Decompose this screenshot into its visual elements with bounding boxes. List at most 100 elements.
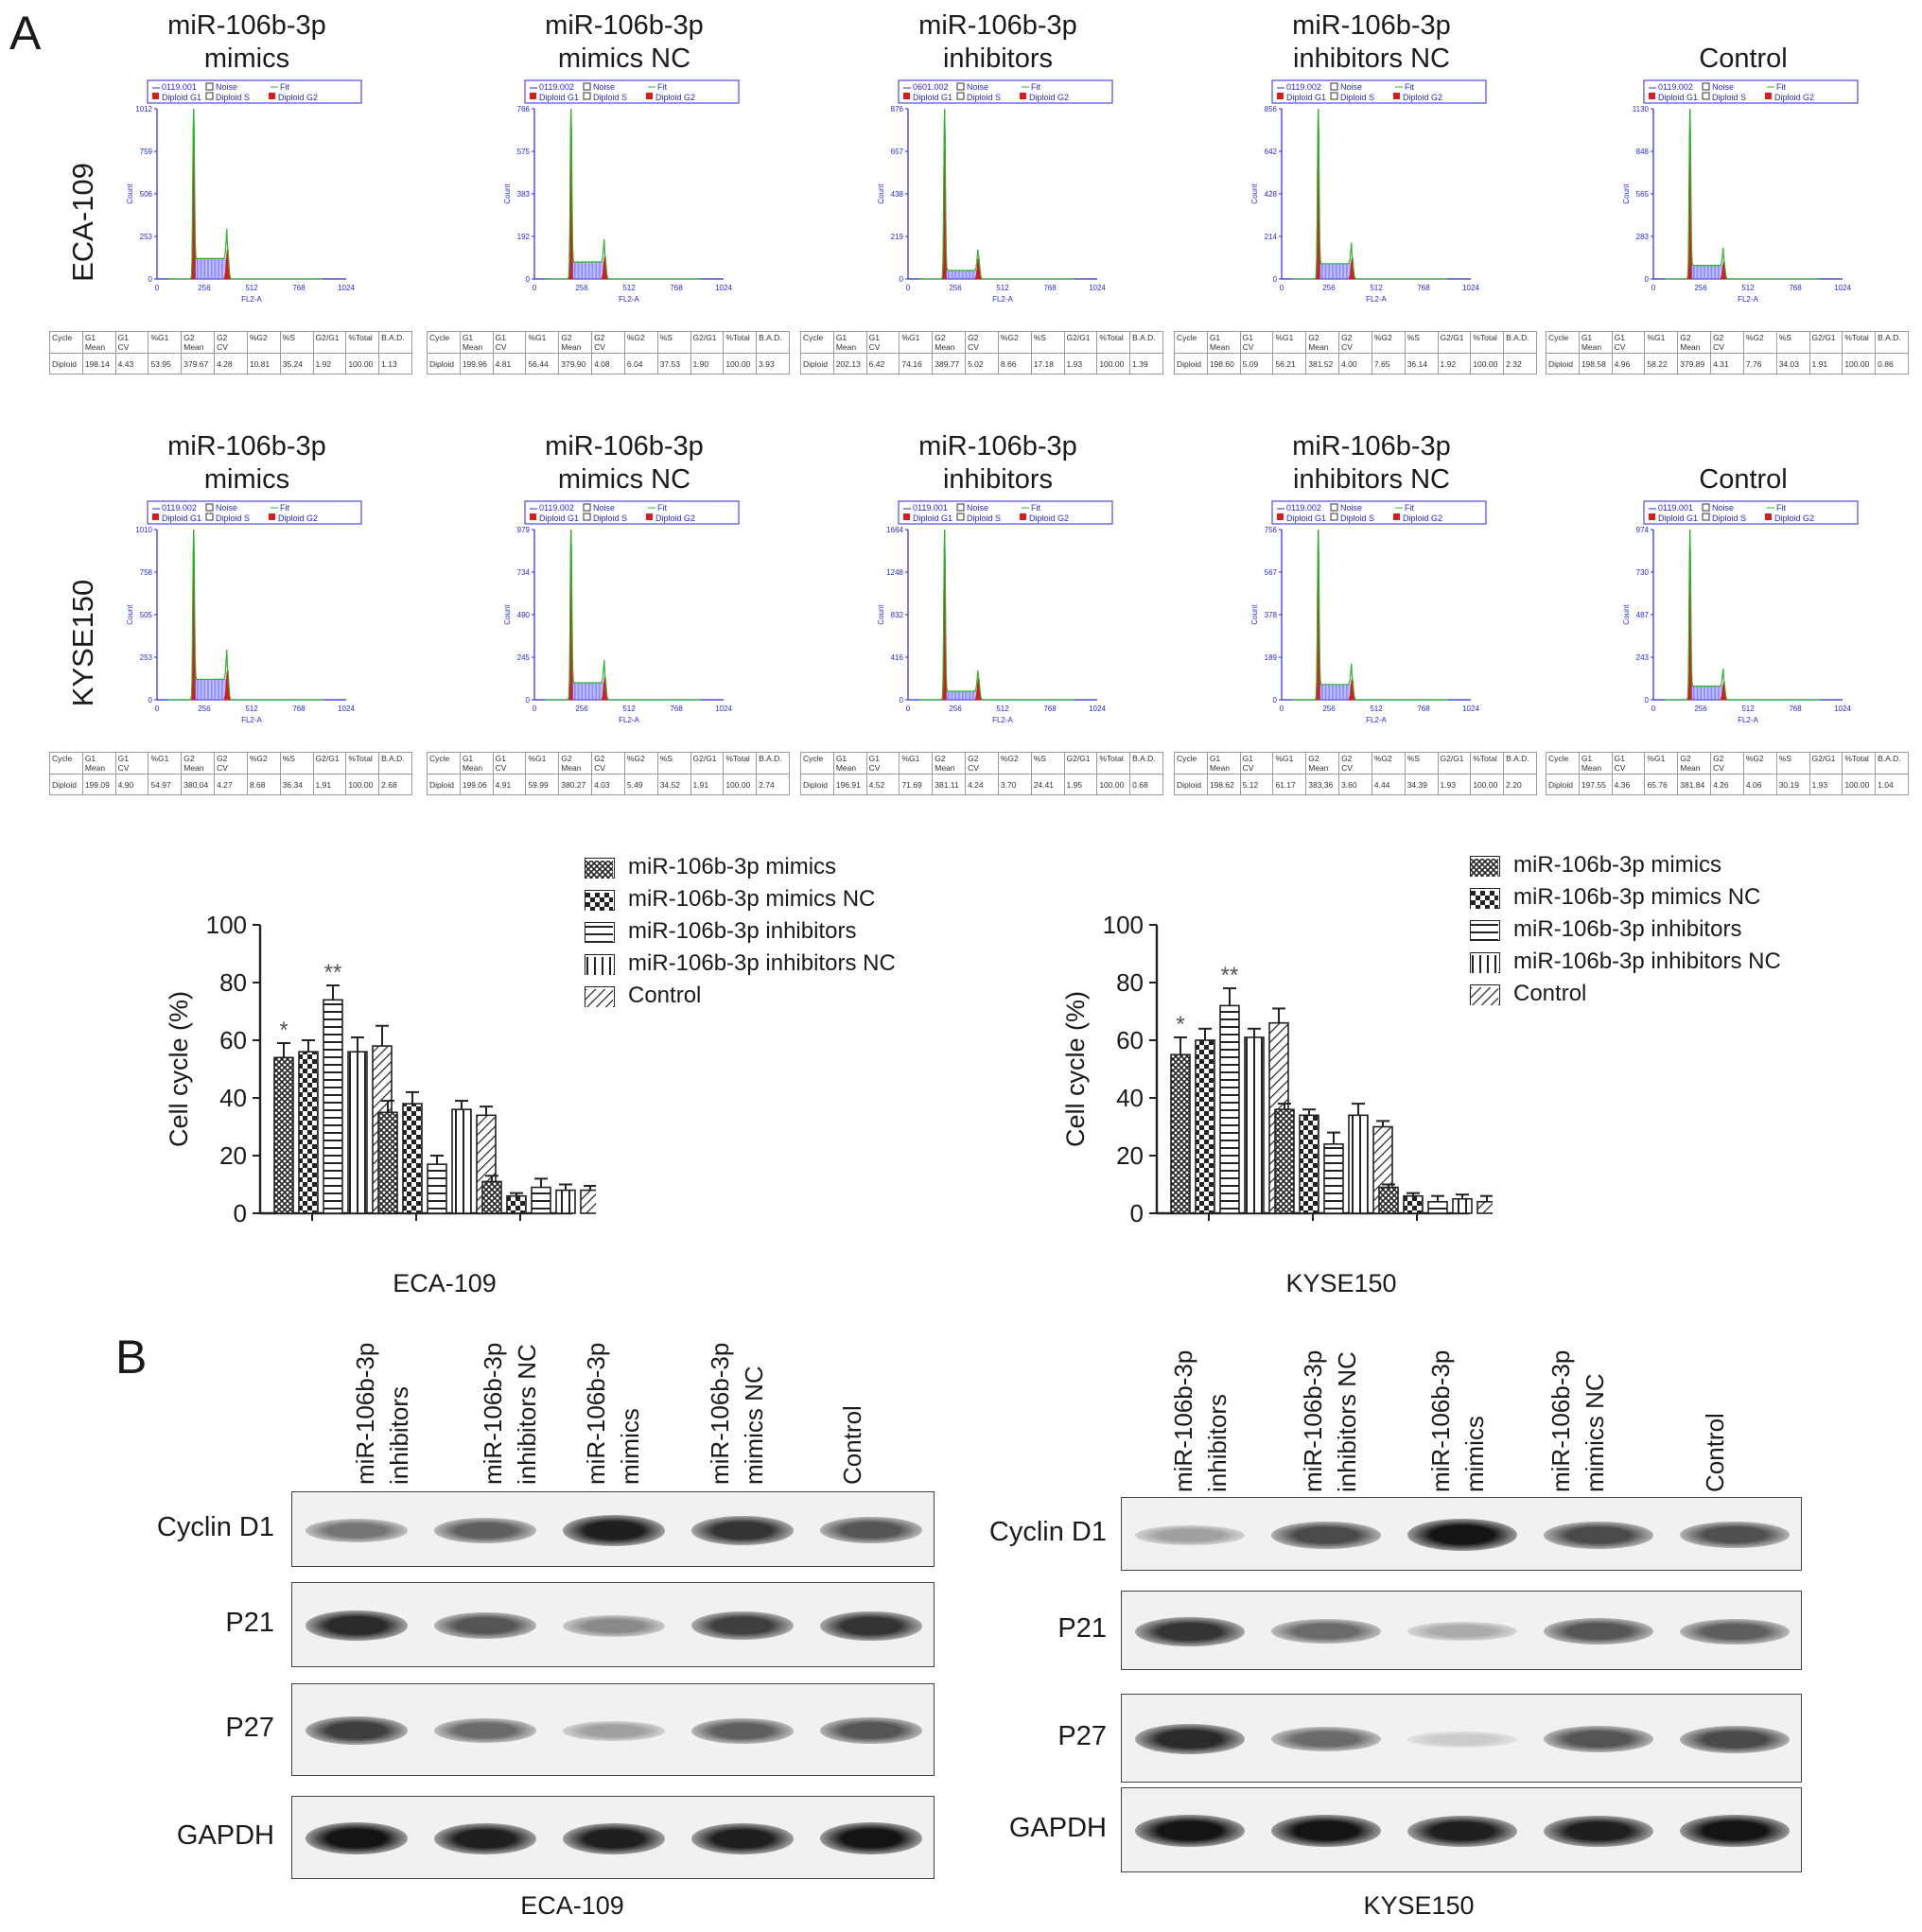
lane-label-line: miR-106b-3p bbox=[1169, 1349, 1197, 1492]
stats-header-cell: %Total bbox=[1470, 752, 1505, 775]
stats-header-cell: G2 Mean bbox=[1677, 752, 1712, 775]
x-tick-label: 256 bbox=[949, 705, 962, 713]
flow-title: miR-106b-3p inhibitors NC bbox=[1201, 430, 1542, 496]
stats-table: Cycle G1 Mean G1 CV %G1 G2 Mean G2 CV %G2 %S G2/G1 %T… bbox=[1546, 752, 1909, 795]
legend-id: 0601.002 bbox=[913, 82, 949, 92]
stats-value-cell: 199.09 bbox=[81, 774, 116, 795]
legend-s: Diploid S bbox=[1712, 93, 1746, 102]
legend-swatch-g1 bbox=[903, 93, 910, 99]
fit-curve bbox=[1292, 108, 1448, 280]
x-tick-label: 1024 bbox=[338, 284, 355, 292]
blot-band bbox=[819, 1717, 923, 1744]
stats-header-cell: G2/G1 bbox=[312, 752, 347, 775]
stats-row-label: Diploid bbox=[1546, 353, 1580, 374]
stats-header-cell: G1 Mean bbox=[1578, 331, 1613, 354]
stats-row-label: Diploid bbox=[1546, 774, 1580, 795]
legend-label: miR-106b-3p mimics bbox=[1513, 852, 1722, 878]
stats-header-cell: %S bbox=[1775, 752, 1810, 775]
lane-label-line: miR-106b-3p bbox=[1546, 1349, 1575, 1492]
stats-header-cell: %S bbox=[1030, 331, 1065, 354]
stats-value-cell: 4.27 bbox=[214, 774, 248, 795]
stats-header-cell: Cycle bbox=[427, 752, 461, 775]
legend-id: 0119.001 bbox=[162, 82, 197, 92]
stats-header-cell: G1 Mean bbox=[1578, 752, 1613, 775]
stats-header-cell: G2 CV bbox=[965, 752, 999, 775]
y-tick-label: 876 bbox=[891, 105, 904, 113]
histogram-svg: 0119.002 Noise Fit Diploid G1 Diploid S Diplo… bbox=[1622, 79, 1859, 304]
x-tick-label: 1024 bbox=[1462, 284, 1479, 292]
legend-swatch-fill bbox=[585, 893, 613, 911]
legend-swatch-s bbox=[1330, 92, 1338, 100]
legend-swatch bbox=[585, 954, 615, 975]
stats-header-cell: %S bbox=[1404, 752, 1439, 775]
stats-header-cell: G2 CV bbox=[1338, 752, 1372, 775]
blot-strip bbox=[291, 1683, 935, 1776]
stats-header-cell: %G2 bbox=[623, 331, 658, 354]
y-tick-label: 657 bbox=[891, 148, 904, 156]
protein-label: Cyclin D1 bbox=[988, 1517, 1107, 1547]
lane-label: Control bbox=[835, 1405, 869, 1485]
stats-value-cell: 34.03 bbox=[1775, 353, 1810, 374]
x-tick-label: 768 bbox=[1043, 284, 1057, 292]
x-tick-label: 768 bbox=[1789, 284, 1802, 292]
legend-id: 0119.001 bbox=[1658, 503, 1693, 513]
histogram: 0119.001 Noise Fit Diploid G1 Diploid S Diplo… bbox=[1616, 500, 1899, 766]
stats-table: Cycle G1 Mean G1 CV %G1 G2 Mean G2 CV %G2 %S G2/G1 %T… bbox=[800, 752, 1163, 795]
legend-swatch-noise bbox=[1702, 82, 1710, 91]
x-tick-label: G1 bbox=[295, 1228, 329, 1229]
stats-value-cell: 379.89 bbox=[1677, 353, 1712, 374]
legend-swatch-svg bbox=[585, 925, 613, 943]
y-tick-label: 100 bbox=[1103, 911, 1144, 939]
y-tick-label: 565 bbox=[1636, 190, 1650, 199]
stats-value-cell: 199.06 bbox=[459, 774, 494, 795]
legend-swatch-fill bbox=[585, 989, 613, 1007]
legend-g2: Diploid G2 bbox=[1774, 93, 1814, 102]
stats-header-cell: Cycle bbox=[49, 752, 83, 775]
stats-header-cell: B.A.D. bbox=[1503, 752, 1537, 775]
fit-curve bbox=[918, 529, 1075, 701]
stats-value-cell: 54.97 bbox=[148, 774, 183, 795]
lane-label-line: miR-106b-3p bbox=[351, 1342, 379, 1485]
flow-title-line: mimics bbox=[203, 44, 290, 74]
stats-value-cell: 379.67 bbox=[181, 353, 216, 374]
stats-header-cell: B.A.D. bbox=[1129, 331, 1163, 354]
blot-strip bbox=[1121, 1497, 1802, 1571]
x-tick-label: 0 bbox=[533, 705, 537, 713]
flow-title-line: mimics bbox=[203, 464, 290, 495]
legend-s: Diploid S bbox=[216, 513, 250, 523]
protein-label: P27 bbox=[225, 1713, 274, 1743]
x-axis-label: FL2-A bbox=[619, 295, 639, 304]
x-tick-label: 256 bbox=[575, 705, 588, 713]
stats-value-cell: 5.49 bbox=[623, 774, 658, 795]
stats-header-row: Cycle G1 Mean G1 CV %G1 G2 Mean G2 CV %G2 %S G2/G1 %T… bbox=[427, 752, 790, 775]
legend-g2: Diploid G2 bbox=[655, 93, 695, 102]
stats-value-cell: 1.93 bbox=[1808, 774, 1843, 795]
stats-header-cell: %Total bbox=[1842, 331, 1877, 354]
x-tick-label: 1024 bbox=[1462, 705, 1479, 713]
legend-g1: Diploid G1 bbox=[1658, 93, 1698, 102]
stats-value-cell: 4.52 bbox=[865, 774, 900, 795]
legend-swatch-g2 bbox=[1765, 513, 1772, 520]
legend-swatch bbox=[1470, 888, 1500, 909]
bar bbox=[1403, 1194, 1424, 1214]
panel-label-b: B bbox=[115, 1331, 148, 1384]
stats-value-cell: 2.32 bbox=[1503, 353, 1537, 374]
histogram-svg: 0119.001 Noise Fit Diploid G1 Diploid S Diplo… bbox=[877, 500, 1113, 724]
protein-label: GAPDH bbox=[176, 1820, 274, 1851]
blot-band bbox=[1135, 1815, 1245, 1847]
legend-box bbox=[147, 79, 362, 104]
stats-value-cell: 5.09 bbox=[1239, 353, 1274, 374]
lane-label: miR-106b-3p mimics NC bbox=[1544, 1350, 1612, 1492]
stats-header-cell: G2 Mean bbox=[1677, 331, 1712, 354]
y-tick-label: 100 bbox=[206, 911, 247, 939]
fit-curve bbox=[1664, 108, 1820, 280]
legend-s: Diploid S bbox=[1712, 513, 1746, 523]
stats-value-cell: 74.16 bbox=[899, 353, 934, 374]
flow-cell: miR-106b-3p inhibitors 0119.001 Noise Fit Dip… bbox=[800, 421, 1182, 818]
bar bbox=[1170, 1053, 1191, 1214]
stats-value-cell: 10.81 bbox=[246, 353, 281, 374]
y-tick-label: 0 bbox=[1645, 696, 1650, 705]
legend-fit: Fit bbox=[1031, 82, 1040, 92]
y-tick-label: 80 bbox=[1116, 968, 1144, 997]
legend-g1: Diploid G1 bbox=[162, 93, 201, 102]
